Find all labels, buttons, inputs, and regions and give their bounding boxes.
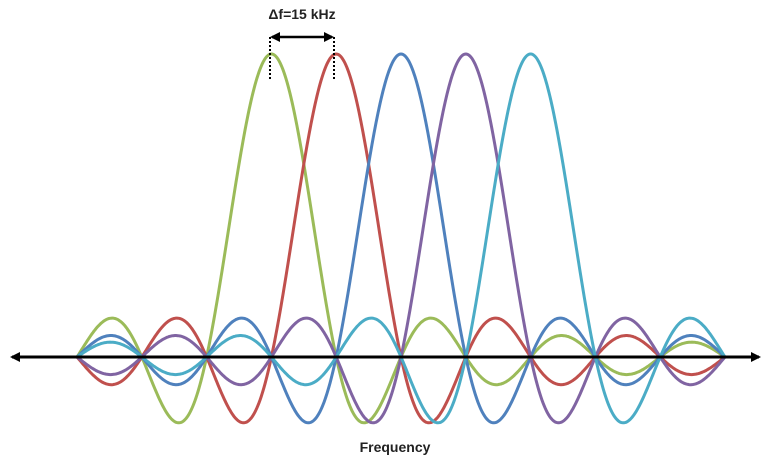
- subcarrier-curve-2: [75, 52, 726, 425]
- subcarrier-curve-1: [75, 52, 726, 425]
- subcarrier-curve-5: [76, 52, 727, 425]
- spacing-label: Δf=15 kHz: [268, 6, 335, 22]
- frequency-label: Frequency: [360, 439, 431, 455]
- subcarrier-curves: [75, 52, 727, 425]
- subcarrier-curve-3: [75, 52, 727, 425]
- subcarrier-curve-4: [76, 52, 727, 425]
